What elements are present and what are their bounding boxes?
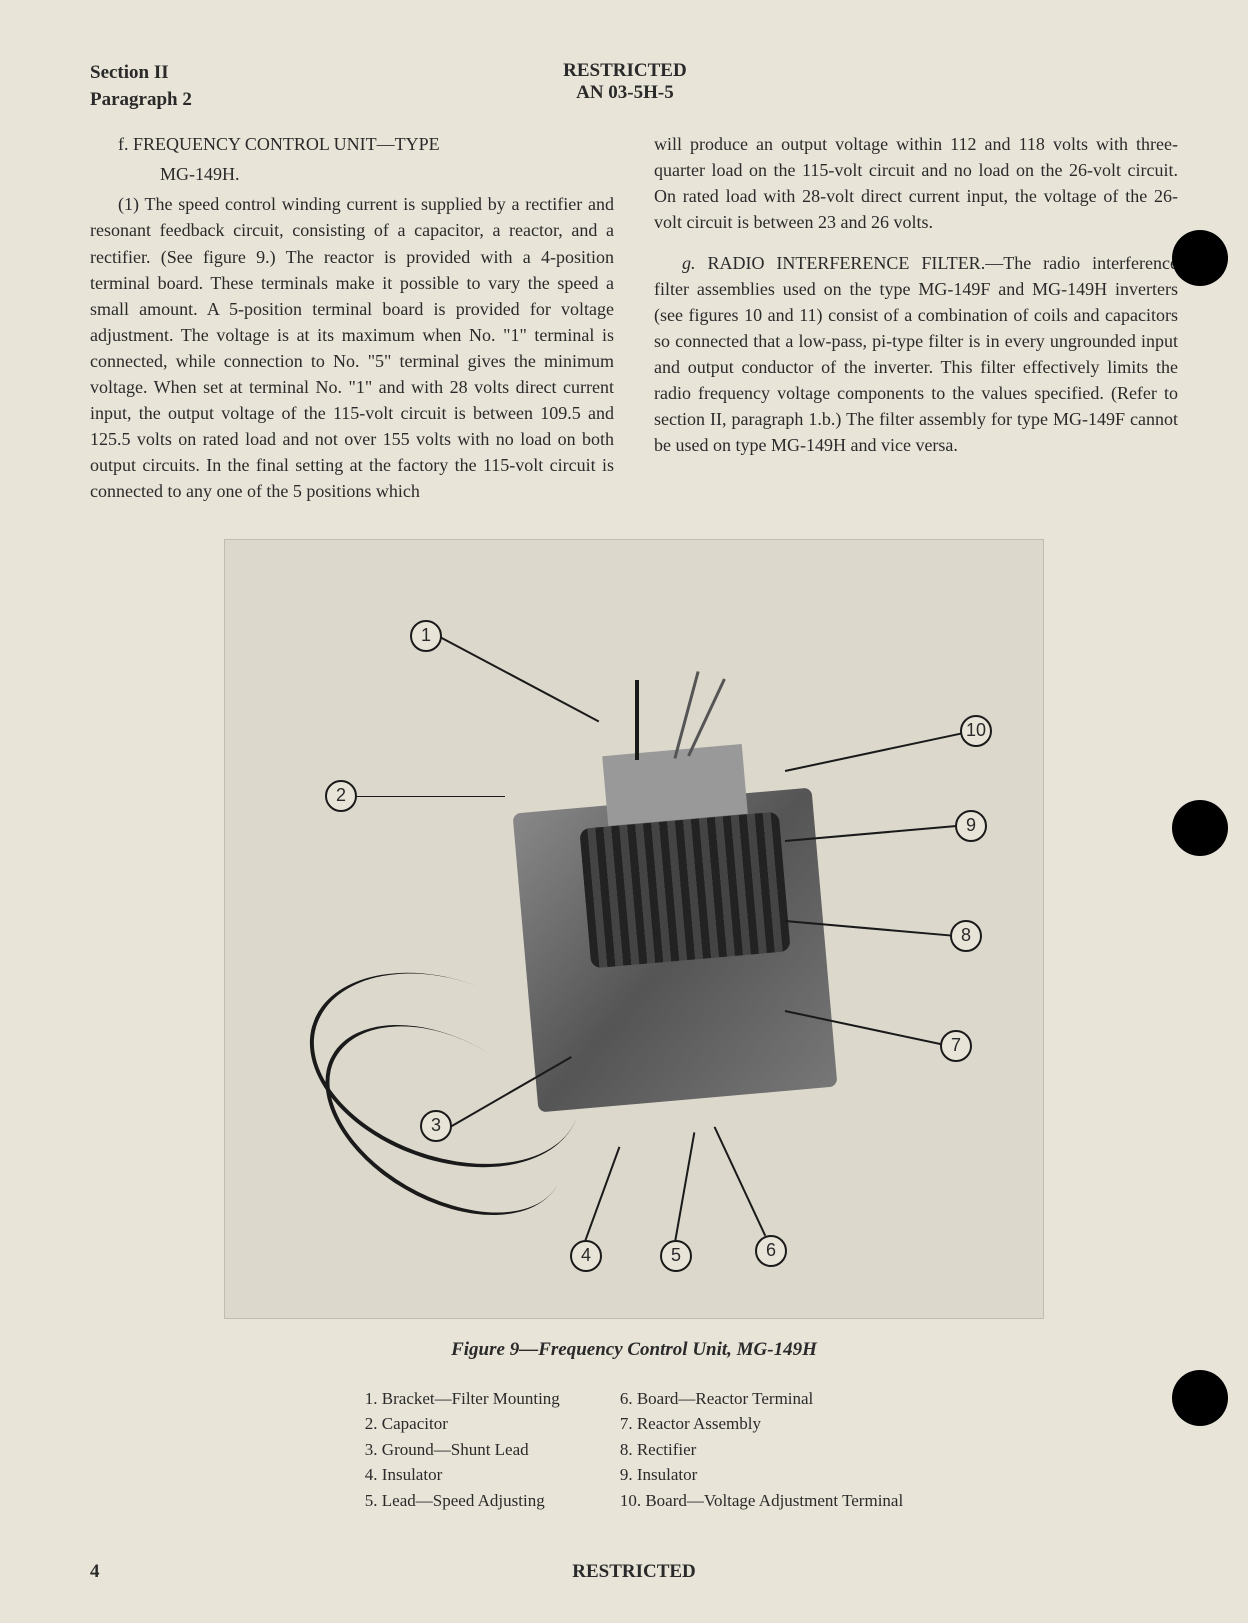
para-number: (1) xyxy=(118,194,139,214)
section-g: g. RADIO INTERFERENCE FILTER.—The radio … xyxy=(654,250,1178,459)
callout-3: 3 xyxy=(420,1110,452,1142)
section-caps: FREQUENCY CONTROL UNIT—TYPE xyxy=(133,134,440,154)
callout-9: 9 xyxy=(955,810,987,842)
page-header: Section II Paragraph 2 RESTRICTED AN 03-… xyxy=(90,60,1178,113)
callout-7: 7 xyxy=(940,1030,972,1062)
footer-classification: RESTRICTED xyxy=(572,1561,696,1583)
classification-label: RESTRICTED xyxy=(192,60,1058,82)
document-number: AN 03-5H-5 xyxy=(192,82,1058,104)
device-lead xyxy=(635,680,639,760)
part-item: 4. Insulator xyxy=(365,1462,560,1488)
section-f-title: f. FREQUENCY CONTROL UNIT—TYPE xyxy=(90,131,614,157)
part-item: 3. Ground—Shunt Lead xyxy=(365,1437,560,1463)
callout-4: 4 xyxy=(570,1240,602,1272)
part-item: 1. Bracket—Filter Mounting xyxy=(365,1386,560,1412)
device-illustration xyxy=(485,720,865,1140)
part-item: 8. Rectifier xyxy=(620,1437,903,1463)
callout-10: 10 xyxy=(960,715,992,747)
callout-2: 2 xyxy=(325,780,357,812)
punch-hole xyxy=(1172,800,1228,856)
paragraph-label: Paragraph 2 xyxy=(90,87,192,114)
para-text: The speed control winding current is sup… xyxy=(90,194,614,501)
column-right: will produce an output voltage within 11… xyxy=(654,131,1178,508)
callout-6: 6 xyxy=(755,1235,787,1267)
device-lead xyxy=(673,671,699,759)
figure-9: 1 2 3 4 5 6 7 8 9 10 Figure 9—Frequency … xyxy=(90,539,1178,1514)
header-spacer xyxy=(1058,60,1178,113)
section-letter: g. xyxy=(682,253,696,273)
device-coils xyxy=(579,811,790,968)
section-caps: RADIO INTERFERENCE FILTER.— xyxy=(707,253,1003,273)
parts-col-1: 1. Bracket—Filter Mounting 2. Capacitor … xyxy=(365,1386,560,1514)
part-item: 10. Board—Voltage Adjustment Terminal xyxy=(620,1488,903,1514)
parts-col-2: 6. Board—Reactor Terminal 7. Reactor Ass… xyxy=(620,1386,903,1514)
page-number: 4 xyxy=(90,1561,100,1583)
section-letter: f. xyxy=(118,134,129,154)
callout-line xyxy=(714,1126,766,1235)
part-item: 5. Lead—Speed Adjusting xyxy=(365,1488,560,1514)
callout-line xyxy=(584,1146,620,1240)
punch-hole xyxy=(1172,1370,1228,1426)
page-footer: 4 RESTRICTED xyxy=(90,1561,1178,1583)
section-label: Section II xyxy=(90,60,192,87)
figure-caption: Figure 9—Frequency Control Unit, MG-149H xyxy=(90,1339,1178,1361)
part-item: 6. Board—Reactor Terminal xyxy=(620,1386,903,1412)
callout-8: 8 xyxy=(950,920,982,952)
punch-hole xyxy=(1172,230,1228,286)
para-continuation: will produce an output voltage within 11… xyxy=(654,131,1178,235)
callout-1: 1 xyxy=(410,620,442,652)
para-g-text: The radio interference filter assemblies… xyxy=(654,253,1178,456)
para-f1: (1) The speed control winding current is… xyxy=(90,191,614,504)
header-left: Section II Paragraph 2 xyxy=(90,60,192,113)
parts-list: 1. Bracket—Filter Mounting 2. Capacitor … xyxy=(90,1386,1178,1514)
figure-image: 1 2 3 4 5 6 7 8 9 10 xyxy=(224,539,1044,1319)
section-f-subtitle: MG-149H. xyxy=(90,161,614,187)
part-item: 9. Insulator xyxy=(620,1462,903,1488)
callout-line xyxy=(355,796,505,798)
callout-line xyxy=(440,636,600,722)
header-center: RESTRICTED AN 03-5H-5 xyxy=(192,60,1058,113)
callout-5: 5 xyxy=(660,1240,692,1272)
column-left: f. FREQUENCY CONTROL UNIT—TYPE MG-149H. … xyxy=(90,131,614,508)
part-item: 2. Capacitor xyxy=(365,1411,560,1437)
callout-line xyxy=(674,1132,695,1241)
body-text: f. FREQUENCY CONTROL UNIT—TYPE MG-149H. … xyxy=(90,131,1178,508)
part-item: 7. Reactor Assembly xyxy=(620,1411,903,1437)
